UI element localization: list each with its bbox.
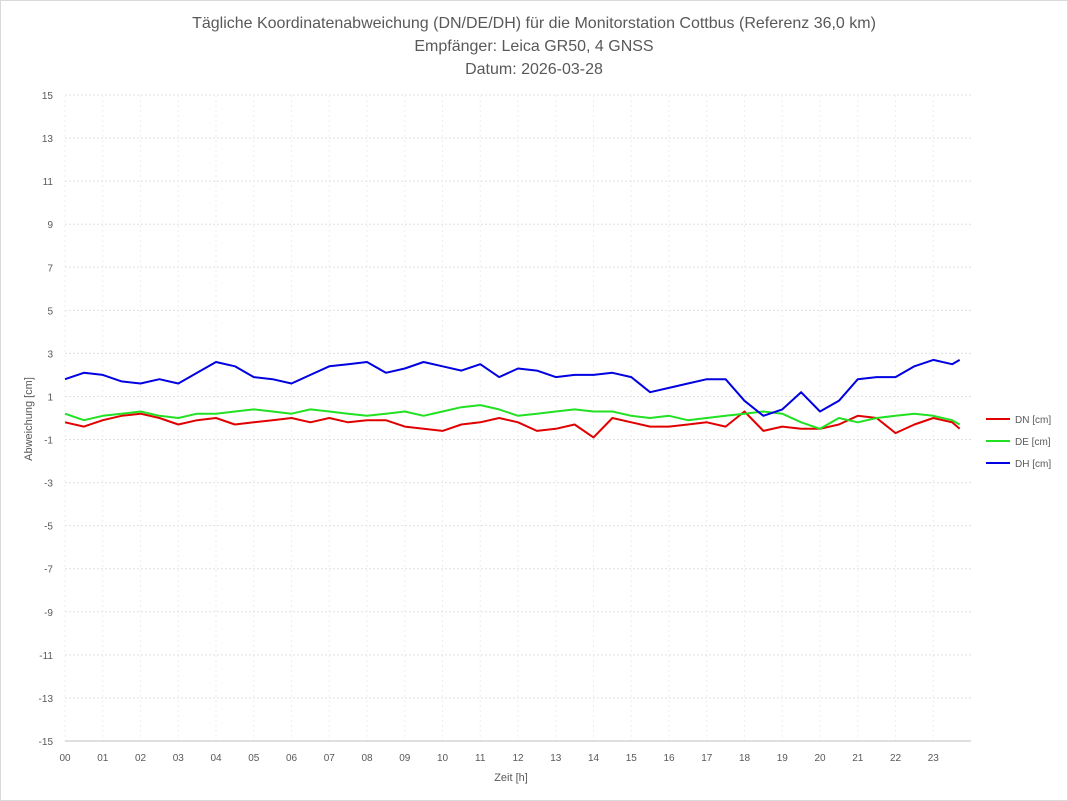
y-tick-label: -5	[44, 522, 53, 533]
series-line-dh	[64, 358, 961, 417]
legend: DN [cm] DE [cm] DH [cm]	[986, 415, 1051, 470]
chart-title-line-1: Tägliche Koordinatenabweichung (DN/DE/DH…	[192, 15, 876, 32]
x-tick-label: 16	[663, 753, 675, 764]
y-tick-label: 9	[47, 220, 53, 231]
y-tick-label: -9	[44, 608, 53, 619]
y-tick-label: -7	[44, 565, 53, 576]
x-axis-ticks: 00 01 02 03 04 05 06 07 08 09 10 11 12 13 14 15 16 17 18 19…	[59, 740, 971, 764]
x-tick-label: 21	[852, 753, 864, 764]
y-axis-ticks: 15 13 11 9 7 5 3 1 -1 -3 -5 -7 -9 -11 -13 -15	[39, 91, 54, 748]
x-tick-label: 11	[475, 753, 486, 764]
x-tick-label: 14	[588, 753, 600, 764]
x-axis-label: Zeit [h]	[494, 772, 528, 784]
x-tick-label: 15	[626, 753, 638, 764]
x-tick-label: 19	[777, 753, 789, 764]
x-tick-label: 07	[324, 753, 336, 764]
gridlines	[64, 94, 971, 742]
legend-label-de: DE [cm]	[1015, 437, 1051, 448]
y-tick-label: 13	[42, 134, 54, 145]
x-tick-label: 05	[248, 753, 260, 764]
y-tick-label: 3	[47, 349, 53, 360]
y-tick-label: -15	[39, 737, 54, 748]
axis-labels: Zeit [h] Abweichung [cm]	[23, 377, 528, 784]
x-tick-label: 13	[550, 753, 562, 764]
y-axis-label: Abweichung [cm]	[23, 377, 35, 461]
x-tick-label: 01	[97, 753, 109, 764]
y-tick-label: 1	[47, 392, 53, 403]
legend-label-dh: DH [cm]	[1015, 459, 1051, 470]
y-tick-label: -11	[39, 651, 53, 662]
x-tick-label: 18	[739, 753, 751, 764]
y-tick-label: 7	[47, 263, 53, 274]
y-tick-label: 15	[42, 91, 54, 102]
x-tick-label: 22	[890, 753, 902, 764]
x-tick-label: 08	[361, 753, 373, 764]
x-tick-label: 02	[135, 753, 147, 764]
x-tick-label: 09	[399, 753, 411, 764]
x-tick-label: 03	[173, 753, 185, 764]
series-lines	[64, 358, 961, 439]
x-tick-label: 20	[814, 753, 826, 764]
series-line-de	[64, 404, 961, 430]
x-tick-label: 10	[437, 753, 449, 764]
chart-title-line-2: Empfänger: Leica GR50, 4 GNSS	[414, 38, 653, 55]
y-tick-label: -1	[44, 436, 53, 447]
y-tick-label: -3	[44, 479, 53, 490]
chart-title-line-3: Datum: 2026-03-28	[465, 61, 603, 78]
x-tick-label: 17	[701, 753, 713, 764]
y-tick-label: 5	[47, 306, 53, 317]
chart-title: Tägliche Koordinatenabweichung (DN/DE/DH…	[192, 15, 876, 78]
series-line-dn	[64, 410, 961, 439]
y-tick-label: -13	[39, 694, 54, 705]
x-tick-label: 23	[928, 753, 940, 764]
x-tick-label: 12	[512, 753, 524, 764]
x-tick-label: 00	[59, 753, 71, 764]
y-tick-label: 11	[43, 177, 54, 188]
x-tick-label: 04	[210, 753, 222, 764]
legend-label-dn: DN [cm]	[1015, 415, 1051, 426]
x-tick-label: 06	[286, 753, 298, 764]
